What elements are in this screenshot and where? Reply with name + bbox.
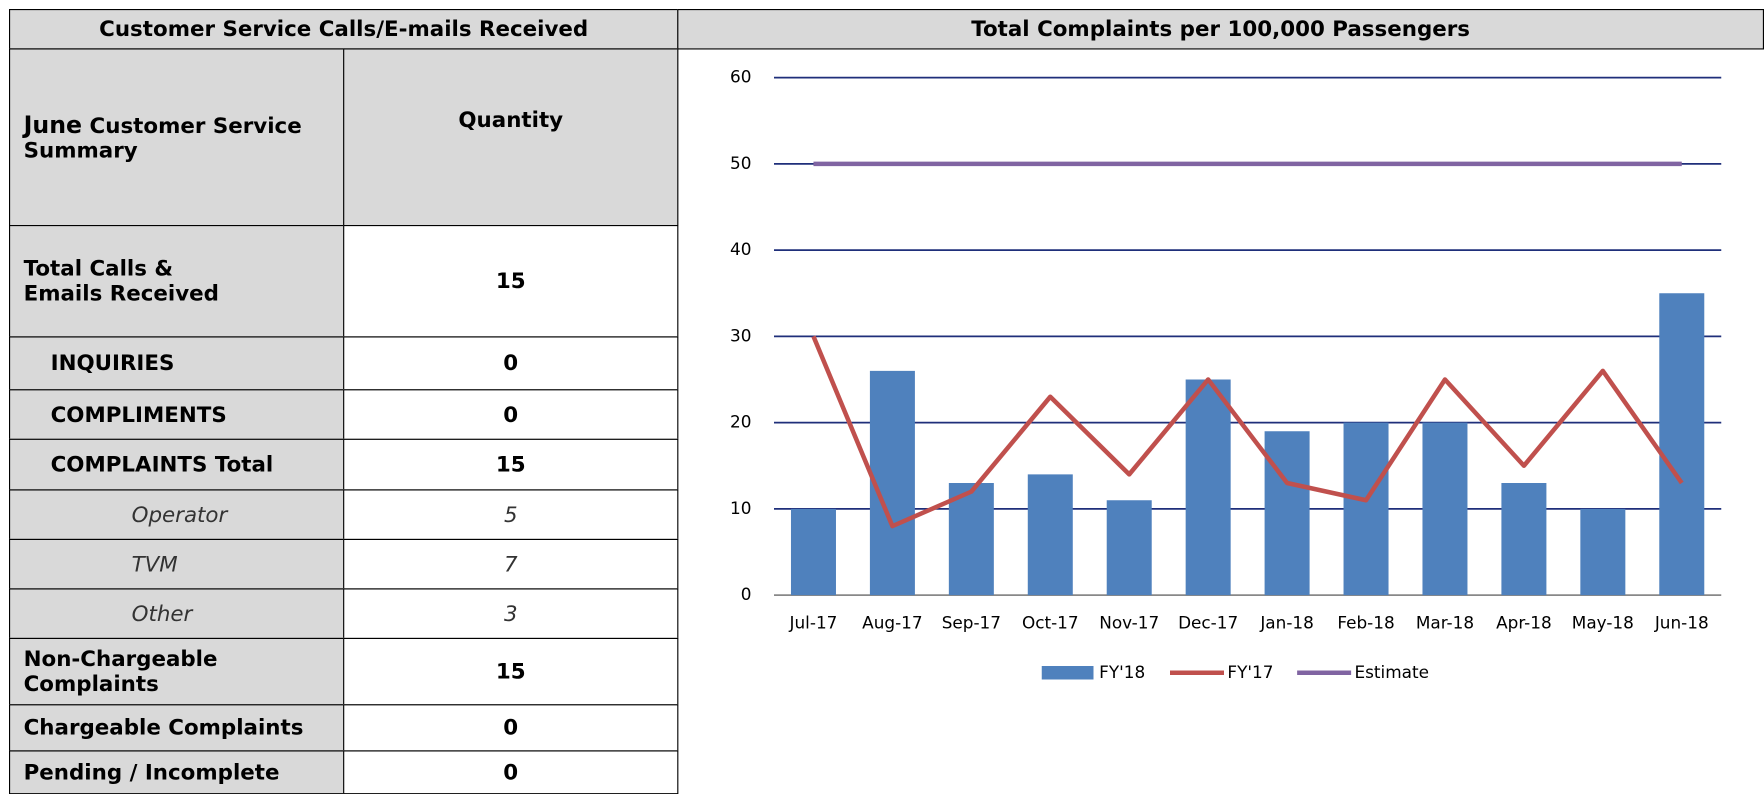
bar xyxy=(1659,293,1705,596)
row-value: 0 xyxy=(343,704,679,752)
bar xyxy=(948,483,994,596)
legend-label: FY'17 xyxy=(1227,662,1273,682)
table-title: Customer Service Calls/E-mails Received xyxy=(9,9,679,50)
x-tick-label: Jun-18 xyxy=(1654,612,1709,632)
x-tick-label: Oct-17 xyxy=(1022,612,1079,632)
header-cell: June Customer Service Summary xyxy=(9,48,345,227)
x-tick-label: Dec-17 xyxy=(1178,612,1238,632)
bar xyxy=(1343,422,1389,596)
line xyxy=(811,335,1684,529)
x-tick-label: Sep-17 xyxy=(942,612,1001,632)
y-tick-label: 50 xyxy=(730,153,751,173)
row-value: 0 xyxy=(343,336,679,391)
bar xyxy=(1580,508,1626,596)
row-label: Total Calls & Emails Received xyxy=(9,225,345,338)
row-label: COMPLAINTS Total xyxy=(9,438,345,491)
y-tick-label: 20 xyxy=(730,412,751,432)
row-value: 0 xyxy=(343,389,679,440)
bar xyxy=(790,508,836,596)
x-tick-label: Jul-17 xyxy=(789,612,838,632)
x-tick-label: Feb-18 xyxy=(1337,612,1394,632)
row-value: 0 xyxy=(343,750,679,794)
row-label: Non-Chargeable Complaints xyxy=(9,637,345,706)
x-tick-label: Jan-18 xyxy=(1259,612,1314,632)
row-label: COMPLIMENTS xyxy=(9,389,345,440)
y-tick-label: 0 xyxy=(741,584,752,604)
row-value: 15 xyxy=(343,637,679,706)
bar xyxy=(1422,422,1468,596)
bar xyxy=(1027,474,1073,596)
row-label: INQUIRIES xyxy=(9,336,345,391)
row-value: 7 xyxy=(343,538,679,590)
x-tick-label: Mar-18 xyxy=(1416,612,1474,632)
row-value: 15 xyxy=(343,438,679,491)
bar xyxy=(1106,500,1152,596)
x-tick-label: May-18 xyxy=(1572,612,1634,632)
x-tick-label: Nov-17 xyxy=(1099,612,1159,632)
row-label: TVM xyxy=(9,538,345,590)
y-tick-label: 10 xyxy=(730,498,751,518)
header-text: June Customer Service Summary xyxy=(24,111,344,163)
y-tick-label: 30 xyxy=(730,325,751,345)
row-value: 15 xyxy=(343,225,679,338)
legend-swatch xyxy=(1041,666,1094,680)
month: June xyxy=(23,111,83,139)
header-label: Customer Service Summary xyxy=(23,113,302,164)
x-tick-label: Apr-18 xyxy=(1496,612,1552,632)
bar xyxy=(1185,379,1231,596)
chart-title: Total Complaints per 100,000 Passengers xyxy=(677,9,1764,50)
row-value: 5 xyxy=(343,489,679,540)
row-label: Other xyxy=(9,588,345,639)
row-label: Operator xyxy=(9,489,345,540)
y-tick-label: 40 xyxy=(730,239,751,259)
quantity-header: Quantity xyxy=(343,48,679,227)
bar xyxy=(1264,431,1310,596)
row-value: 3 xyxy=(343,588,679,639)
legend-label: FY'18 xyxy=(1099,662,1145,682)
legend-label: Estimate xyxy=(1355,662,1429,682)
bar xyxy=(1501,483,1547,596)
x-tick-label: Aug-17 xyxy=(862,612,922,632)
row-label: Pending / Incomplete xyxy=(9,750,345,794)
bar xyxy=(869,370,915,596)
chart: 0 10 20 30 40 50 60 Jul-17 Aug-17 Sep-17 Oct-17 Nov… xyxy=(730,67,1722,682)
y-tick-label: 60 xyxy=(730,67,751,87)
row-label: Chargeable Complaints xyxy=(9,704,345,752)
